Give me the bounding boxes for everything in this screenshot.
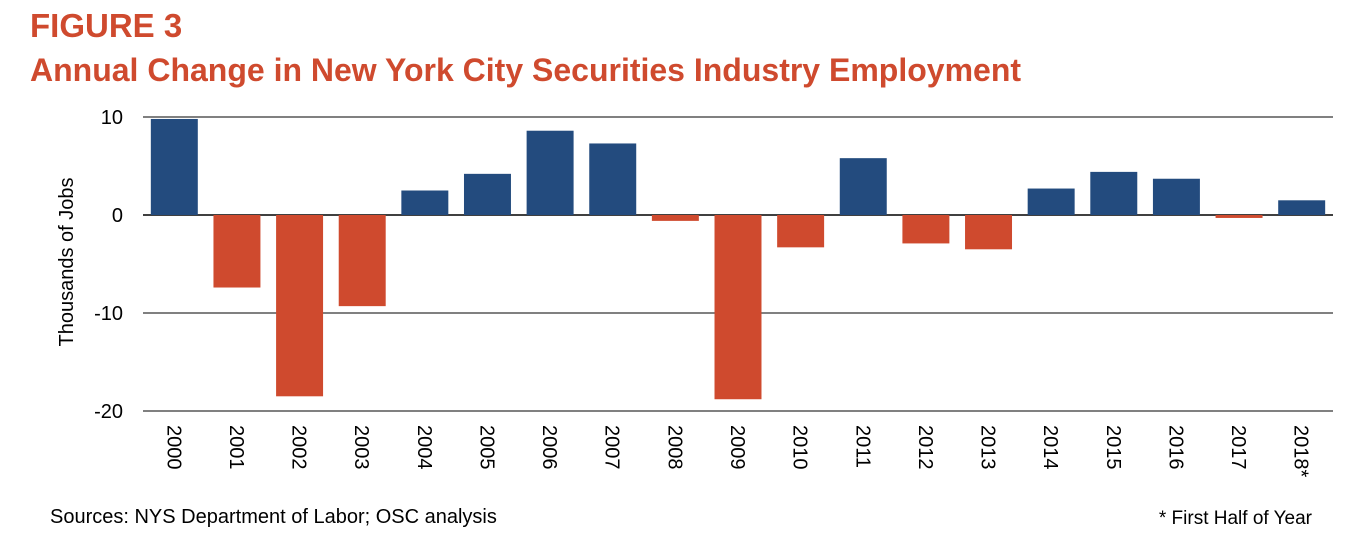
bar-2009 <box>714 215 762 400</box>
y-tick-label: -10 <box>94 303 123 325</box>
x-tick-label: 2010 <box>789 425 811 470</box>
bar-2018 <box>1278 200 1326 215</box>
y-tick-label: 10 <box>101 107 123 129</box>
bars <box>150 118 1326 400</box>
y-axis-ticks: 10 0 -10 -20 <box>94 107 123 423</box>
bar-2011 <box>839 158 887 215</box>
x-tick-label: 2013 <box>977 425 999 470</box>
bar-2003 <box>338 215 386 307</box>
chart-title: Annual Change in New York City Securitie… <box>30 52 1022 88</box>
bar-2004 <box>401 190 449 215</box>
bar-2001 <box>213 215 261 288</box>
bar-2016 <box>1152 178 1200 215</box>
x-tick-label: 2014 <box>1039 425 1061 470</box>
x-tick-label: 2001 <box>225 425 247 470</box>
bar-2006 <box>526 130 574 215</box>
bar-2007 <box>589 143 637 215</box>
y-tick-label: 0 <box>112 205 123 227</box>
footnote: * First Half of Year <box>1158 508 1312 529</box>
figure-label: FIGURE 3 <box>30 7 183 44</box>
bar-2005 <box>463 173 511 215</box>
x-tick-label: 2016 <box>1164 425 1186 470</box>
bar-2017 <box>1215 215 1263 218</box>
y-axis-label: Thousands of Jobs <box>56 178 78 347</box>
bar-2008 <box>651 215 699 221</box>
x-tick-label: 2006 <box>538 425 560 470</box>
bar-2000 <box>150 118 198 215</box>
x-tick-label: 2000 <box>162 425 184 470</box>
x-tick-label: 2015 <box>1102 425 1124 470</box>
bar-2012 <box>902 215 950 244</box>
bar-2013 <box>965 215 1013 250</box>
x-tick-label: 2018* <box>1290 425 1312 477</box>
x-tick-label: 2002 <box>288 425 310 470</box>
x-tick-label: 2008 <box>663 425 685 470</box>
x-tick-label: 2009 <box>726 425 748 470</box>
x-tick-label: 2012 <box>914 425 936 470</box>
y-tick-label: -20 <box>94 401 123 423</box>
bar-2014 <box>1027 188 1075 215</box>
x-tick-label: 2004 <box>413 425 435 470</box>
bar-2010 <box>777 215 825 248</box>
x-tick-label: 2017 <box>1227 425 1249 470</box>
x-axis-ticks: 2000 2001 2002 2003 2004 2005 2006 2007 2008 2009… <box>162 425 1311 477</box>
x-tick-label: 2003 <box>350 425 372 470</box>
bar-2015 <box>1090 171 1138 215</box>
x-tick-label: 2007 <box>601 425 623 470</box>
source-note: Sources: NYS Department of Labor; OSC an… <box>50 506 497 528</box>
bar-2002 <box>276 215 324 397</box>
x-tick-label: 2011 <box>851 425 873 468</box>
x-tick-label: 2005 <box>475 425 497 470</box>
